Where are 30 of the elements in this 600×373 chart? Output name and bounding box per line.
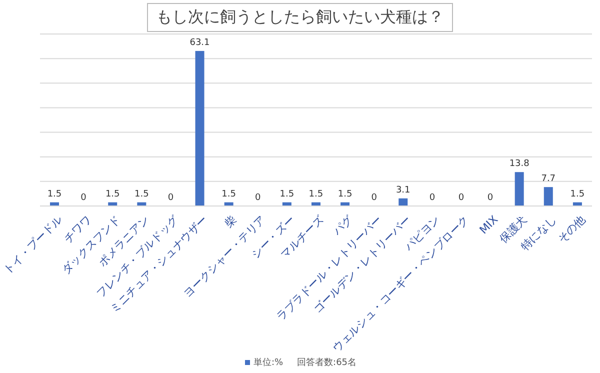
x-tick-label: 柴 — [222, 213, 240, 230]
data-label: 1.5 — [338, 189, 352, 200]
data-label: 0 — [458, 193, 464, 203]
data-label: 0 — [80, 193, 87, 203]
data-label: 0 — [371, 193, 378, 203]
legend-label: 単位:% — [252, 356, 284, 369]
x-tick-label: その他 — [555, 213, 588, 246]
x-tick-label: トイ・プードル — [1, 213, 65, 277]
data-label: 7.7 — [541, 174, 556, 184]
bar — [398, 198, 408, 206]
data-label: 1.5 — [134, 189, 149, 200]
data-label: 13.8 — [509, 159, 530, 170]
data-label: 0 — [487, 193, 494, 203]
data-label: 1.5 — [308, 189, 324, 200]
data-label: 1.5 — [47, 189, 62, 200]
x-tick-label: パグ — [330, 212, 356, 239]
text: 回答者数:65名 — [297, 356, 357, 369]
data-label: 1.5 — [280, 189, 294, 200]
chart-title: もし次に飼うとしたら飼いたい犬種は？ — [147, 3, 453, 32]
data-label: 1.5 — [105, 189, 120, 200]
data-label: 1.5 — [222, 189, 236, 200]
bar — [544, 187, 553, 206]
bar — [514, 172, 524, 206]
data-label: 0 — [168, 193, 174, 203]
data-label: 1.5 — [570, 189, 585, 200]
data-label: 3.1 — [396, 185, 410, 196]
data-label: 0 — [429, 193, 436, 203]
data-label: 0 — [255, 193, 261, 203]
bar — [195, 50, 204, 206]
data-label: 63.1 — [190, 38, 210, 48]
